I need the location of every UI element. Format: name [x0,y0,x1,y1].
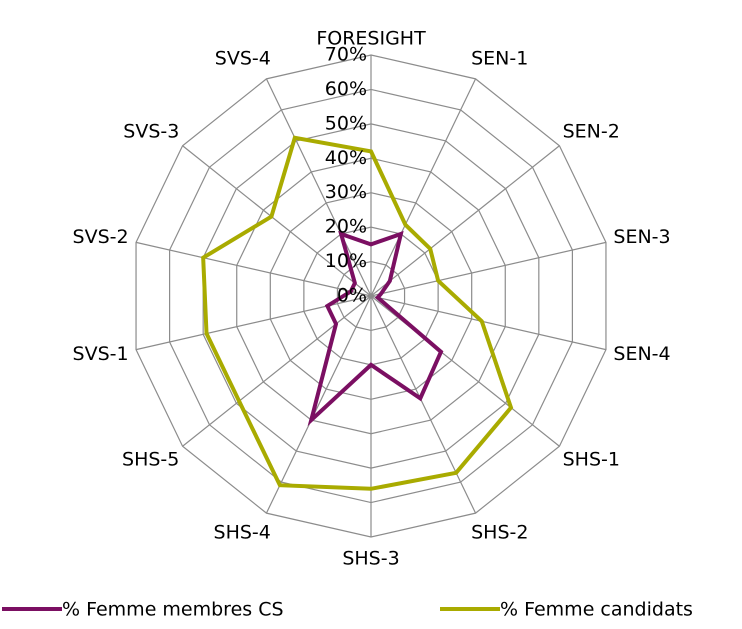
category-label: SEN-3 [613,226,670,248]
category-label: SHS-3 [342,548,399,570]
r-tick-label: 20% [325,216,367,238]
category-label: SEN-2 [563,121,620,143]
r-tick-label: 10% [325,250,367,272]
category-label: SVS-2 [73,226,129,248]
spoke [370,78,477,297]
spoke [182,295,372,447]
legend-label: % Femme candidats [500,599,693,621]
category-label: FORESIGHT [316,28,426,50]
r-tick-label: 30% [325,181,367,203]
spoke [370,295,607,351]
category-label: SVS-4 [215,48,271,70]
r-tick-label: 50% [325,112,367,134]
category-label: SHS-4 [214,521,271,543]
category-label: SEN-4 [613,343,670,365]
legend-label: % Femme membres CS [62,599,284,621]
spoke [135,241,372,297]
category-label: SVS-1 [73,343,129,365]
spoke [370,295,477,514]
spoke [370,145,560,297]
spoke [265,78,372,297]
r-tick-label: 70% [325,44,367,66]
category-label: SEN-1 [471,48,528,70]
r-tick-label: 40% [325,147,367,169]
category-label: SHS-1 [563,448,620,470]
category-label: SVS-3 [123,121,179,143]
r-tick-label: 0% [337,285,367,307]
spoke [370,241,607,297]
spoke [265,295,372,514]
series-line [307,230,444,427]
r-tick-label: 60% [325,78,367,100]
category-label: SHS-2 [471,521,528,543]
series-line [201,135,514,491]
category-label: SHS-5 [122,448,179,470]
spoke [182,145,372,297]
